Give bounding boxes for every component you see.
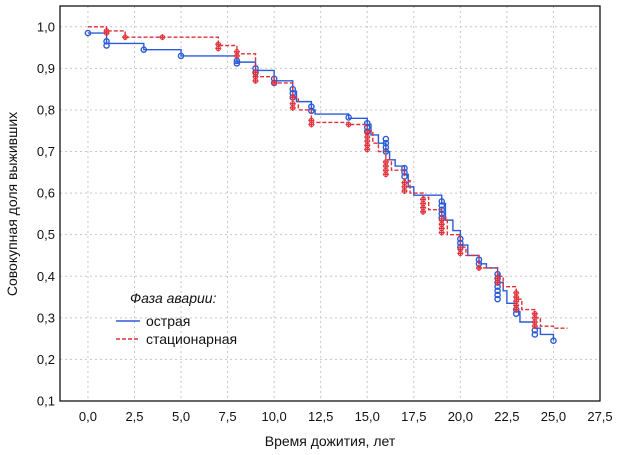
- y-tick-label-8: 0,9: [37, 61, 55, 76]
- censor-ring-1-2: [122, 34, 128, 40]
- censor-point-0-47: [531, 331, 539, 338]
- x-tick-label-9: 22,5: [494, 409, 519, 424]
- x-tick-label-5: 12,5: [308, 409, 333, 424]
- censor-ring-1-26: [383, 171, 389, 178]
- censor-point-0-28: [438, 202, 446, 209]
- censor-point-0-43: [494, 295, 501, 303]
- legend-label-1: стационарная: [146, 331, 237, 347]
- censor-ring-1-12: [290, 94, 296, 101]
- series-line-1: [87, 26, 568, 329]
- legend-label-0: острая: [146, 313, 190, 329]
- censor-ring-1-17: [345, 121, 352, 128]
- censor-point-0-21: [382, 139, 390, 147]
- y-tick-label-4: 0,5: [37, 227, 55, 242]
- censor-point-0-6: [233, 60, 241, 67]
- x-tick-labels: 0,0 2,5 5,0 7,5 10,0 12,5 15,0 17,5 20,0 22,5 25,0…: [79, 409, 613, 424]
- x-tick-label-8: 20,0: [448, 409, 473, 424]
- censor-point-0-27: [438, 198, 446, 205]
- grid: [60, 6, 601, 402]
- censor-point-0-42: [494, 291, 501, 299]
- legend: Фаза аварии: острая стационарная: [116, 290, 237, 347]
- censor-ring-1-47: [513, 306, 519, 313]
- censor-ring-1-7: [234, 53, 240, 59]
- censor-ring-1-11: [271, 80, 277, 86]
- censor-point-0-1: [103, 38, 110, 45]
- plot-frame: [59, 5, 601, 402]
- censor-ring-1-14: [290, 105, 296, 111]
- x-tick-label-10: 25,0: [541, 409, 566, 424]
- censor-point-0-2: [103, 42, 110, 49]
- y-tick-label-0: 0,1: [37, 394, 55, 409]
- censor-ring-1-10: [252, 78, 259, 84]
- censor-point-0-14: [308, 103, 315, 110]
- x-tick-label-0: 0,0: [79, 409, 97, 424]
- legend-title: Фаза аварии:: [130, 290, 217, 306]
- y-tick-labels: 0,1 0,2 0,3 0,4 0,5 0,6 0,7 0,8 0,9 1,0: [37, 19, 55, 408]
- x-tick-label-7: 17,5: [401, 409, 426, 424]
- x-tick-label-4: 10,0: [261, 409, 286, 424]
- y-tick-label-3: 0,4: [37, 269, 55, 284]
- censor-point-0-3: [140, 46, 148, 53]
- censor-ring-1-16: [308, 121, 315, 128]
- censor-ring-1-33: [420, 209, 426, 215]
- censor-point-0-20: [382, 135, 390, 143]
- y-tick-label-9: 1,0: [37, 19, 55, 34]
- y-tick-label-7: 0,8: [37, 102, 55, 117]
- censor-ring-1-39: [457, 250, 464, 257]
- series-1: [87, 26, 568, 330]
- x-tick-label-11: 27,5: [587, 409, 612, 424]
- censor-point-0-16: [345, 114, 352, 121]
- x-tick-label-1: 2,5: [125, 409, 143, 424]
- censor-ring-1-29: [401, 188, 408, 194]
- censor-point-0-22: [382, 144, 390, 151]
- y-tick-label-1: 0,2: [37, 352, 55, 367]
- censor-ring-1-37: [439, 229, 445, 236]
- censor-ring-1-42: [494, 279, 501, 286]
- censor-ring-1-22: [364, 146, 370, 153]
- x-tick-label-2: 5,0: [172, 409, 190, 424]
- y-tick-label-2: 0,3: [37, 310, 55, 325]
- censor-point-0-41: [494, 287, 501, 295]
- x-tick-label-6: 15,0: [355, 409, 380, 424]
- series-group: [84, 26, 568, 345]
- censor-ring-1-5: [215, 45, 221, 52]
- censor-point-0-48: [550, 337, 557, 345]
- censor-point-0-0: [84, 29, 92, 37]
- censor-ring-1-40: [476, 265, 482, 271]
- censor-point-0-15: [308, 107, 315, 115]
- x-tick-label-3: 7,5: [219, 409, 237, 424]
- censor-ring-1-51: [532, 323, 538, 329]
- censor-point-0-32: [457, 235, 464, 243]
- censor-ring-1-1: [103, 30, 110, 36]
- x-axis-label: Время дожития, лет: [265, 433, 396, 449]
- censor-ring-1-3: [159, 34, 166, 40]
- censor-point-0-4: [177, 52, 185, 60]
- y-tick-label-6: 0,7: [37, 144, 55, 159]
- y-tick-label-5: 0,6: [37, 186, 55, 201]
- y-axis-label: Совокупная доля выживших: [4, 112, 20, 296]
